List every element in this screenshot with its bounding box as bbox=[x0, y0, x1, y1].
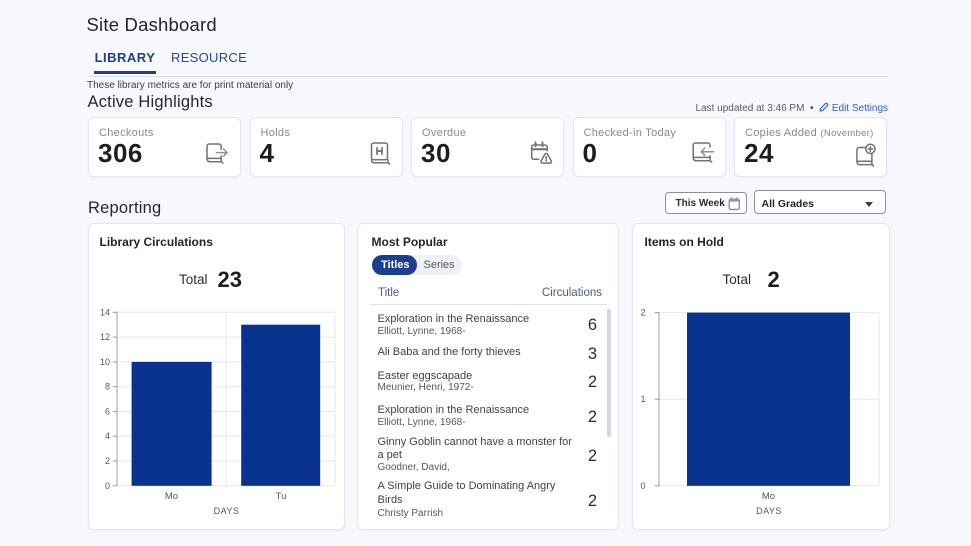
svg-text:DAYS: DAYS bbox=[756, 506, 782, 516]
svg-text:0: 0 bbox=[105, 481, 110, 491]
svg-text:12: 12 bbox=[100, 332, 110, 342]
svg-text:14: 14 bbox=[100, 307, 110, 317]
svg-text:8: 8 bbox=[105, 382, 110, 392]
svg-text:4: 4 bbox=[105, 431, 110, 441]
svg-text:DAYS: DAYS bbox=[214, 506, 240, 516]
svg-text:6: 6 bbox=[105, 406, 110, 416]
svg-text:Tu: Tu bbox=[276, 491, 287, 502]
svg-text:2: 2 bbox=[105, 456, 110, 466]
svg-text:10: 10 bbox=[100, 357, 110, 367]
svg-text:Mo: Mo bbox=[165, 491, 178, 502]
svg-text:0: 0 bbox=[640, 481, 645, 491]
svg-text:1: 1 bbox=[640, 394, 645, 404]
svg-text:2: 2 bbox=[640, 308, 645, 318]
svg-text:Mo: Mo bbox=[762, 491, 775, 502]
